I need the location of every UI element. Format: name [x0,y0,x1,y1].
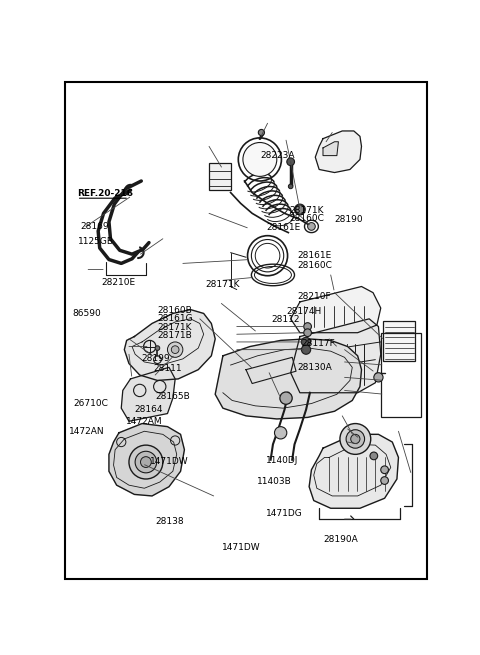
Circle shape [287,158,295,166]
Circle shape [381,477,388,485]
Circle shape [301,345,311,354]
Text: 28171B: 28171B [157,331,192,341]
Text: 28117F: 28117F [301,339,335,348]
Text: 28190: 28190 [335,215,363,224]
Polygon shape [246,358,296,384]
Text: 28169: 28169 [81,222,109,231]
Polygon shape [323,141,338,156]
Text: 28165B: 28165B [156,392,190,401]
Circle shape [141,457,151,468]
Text: 28111: 28111 [153,364,181,373]
Text: REF.20-216: REF.20-216 [77,189,133,198]
Polygon shape [124,310,215,381]
Text: 11403B: 11403B [257,477,292,485]
Circle shape [340,424,371,455]
Circle shape [346,430,365,448]
Text: 1472AM: 1472AM [126,417,163,426]
Polygon shape [291,286,381,333]
Text: 26710C: 26710C [73,399,108,408]
Circle shape [301,337,311,346]
Text: 28160C: 28160C [289,214,324,223]
Circle shape [381,466,388,474]
Circle shape [308,223,315,231]
Circle shape [304,329,312,337]
Circle shape [304,323,312,330]
Text: 28210E: 28210E [102,278,136,288]
Text: 28112: 28112 [271,315,300,324]
Circle shape [295,205,304,214]
Circle shape [288,184,293,189]
Text: 28138: 28138 [156,517,184,526]
Text: 28171K: 28171K [157,323,192,331]
Circle shape [374,373,383,382]
Text: 28130A: 28130A [298,363,333,371]
Text: 28223A: 28223A [261,151,295,160]
Circle shape [351,434,360,443]
Text: 28160B: 28160B [157,306,192,314]
Text: 1125GB: 1125GB [78,236,114,246]
Text: 86590: 86590 [72,309,101,318]
Circle shape [243,143,277,176]
Text: 28174H: 28174H [287,307,322,316]
Text: 1471DW: 1471DW [150,457,189,466]
Circle shape [168,342,183,358]
Text: 28164: 28164 [134,405,163,414]
Circle shape [258,130,264,136]
Text: 1471DW: 1471DW [222,543,261,552]
Polygon shape [109,424,184,496]
Circle shape [370,452,378,460]
Text: 1471DG: 1471DG [266,510,303,518]
Polygon shape [315,131,361,172]
Text: 28190A: 28190A [324,534,359,544]
Bar [381,333,421,417]
Text: 28210F: 28210F [298,292,331,301]
Polygon shape [215,339,361,419]
Text: 28171K: 28171K [289,206,324,215]
Circle shape [129,445,163,479]
Circle shape [171,346,179,354]
Text: 28160C: 28160C [298,261,333,270]
Text: 28171K: 28171K [205,280,240,289]
Text: 28161E: 28161E [298,251,332,260]
Circle shape [135,451,156,473]
Text: 1472AN: 1472AN [69,427,104,436]
Text: 28199: 28199 [142,354,170,362]
Text: 1140DJ: 1140DJ [266,456,299,465]
Text: 28161G: 28161G [157,314,193,323]
Circle shape [275,426,287,439]
Polygon shape [291,319,381,393]
Polygon shape [309,434,398,508]
Bar [209,163,230,190]
Circle shape [280,392,292,404]
Circle shape [155,346,160,350]
Text: 28161E: 28161E [266,223,300,233]
Polygon shape [121,367,175,421]
Bar [383,321,415,361]
